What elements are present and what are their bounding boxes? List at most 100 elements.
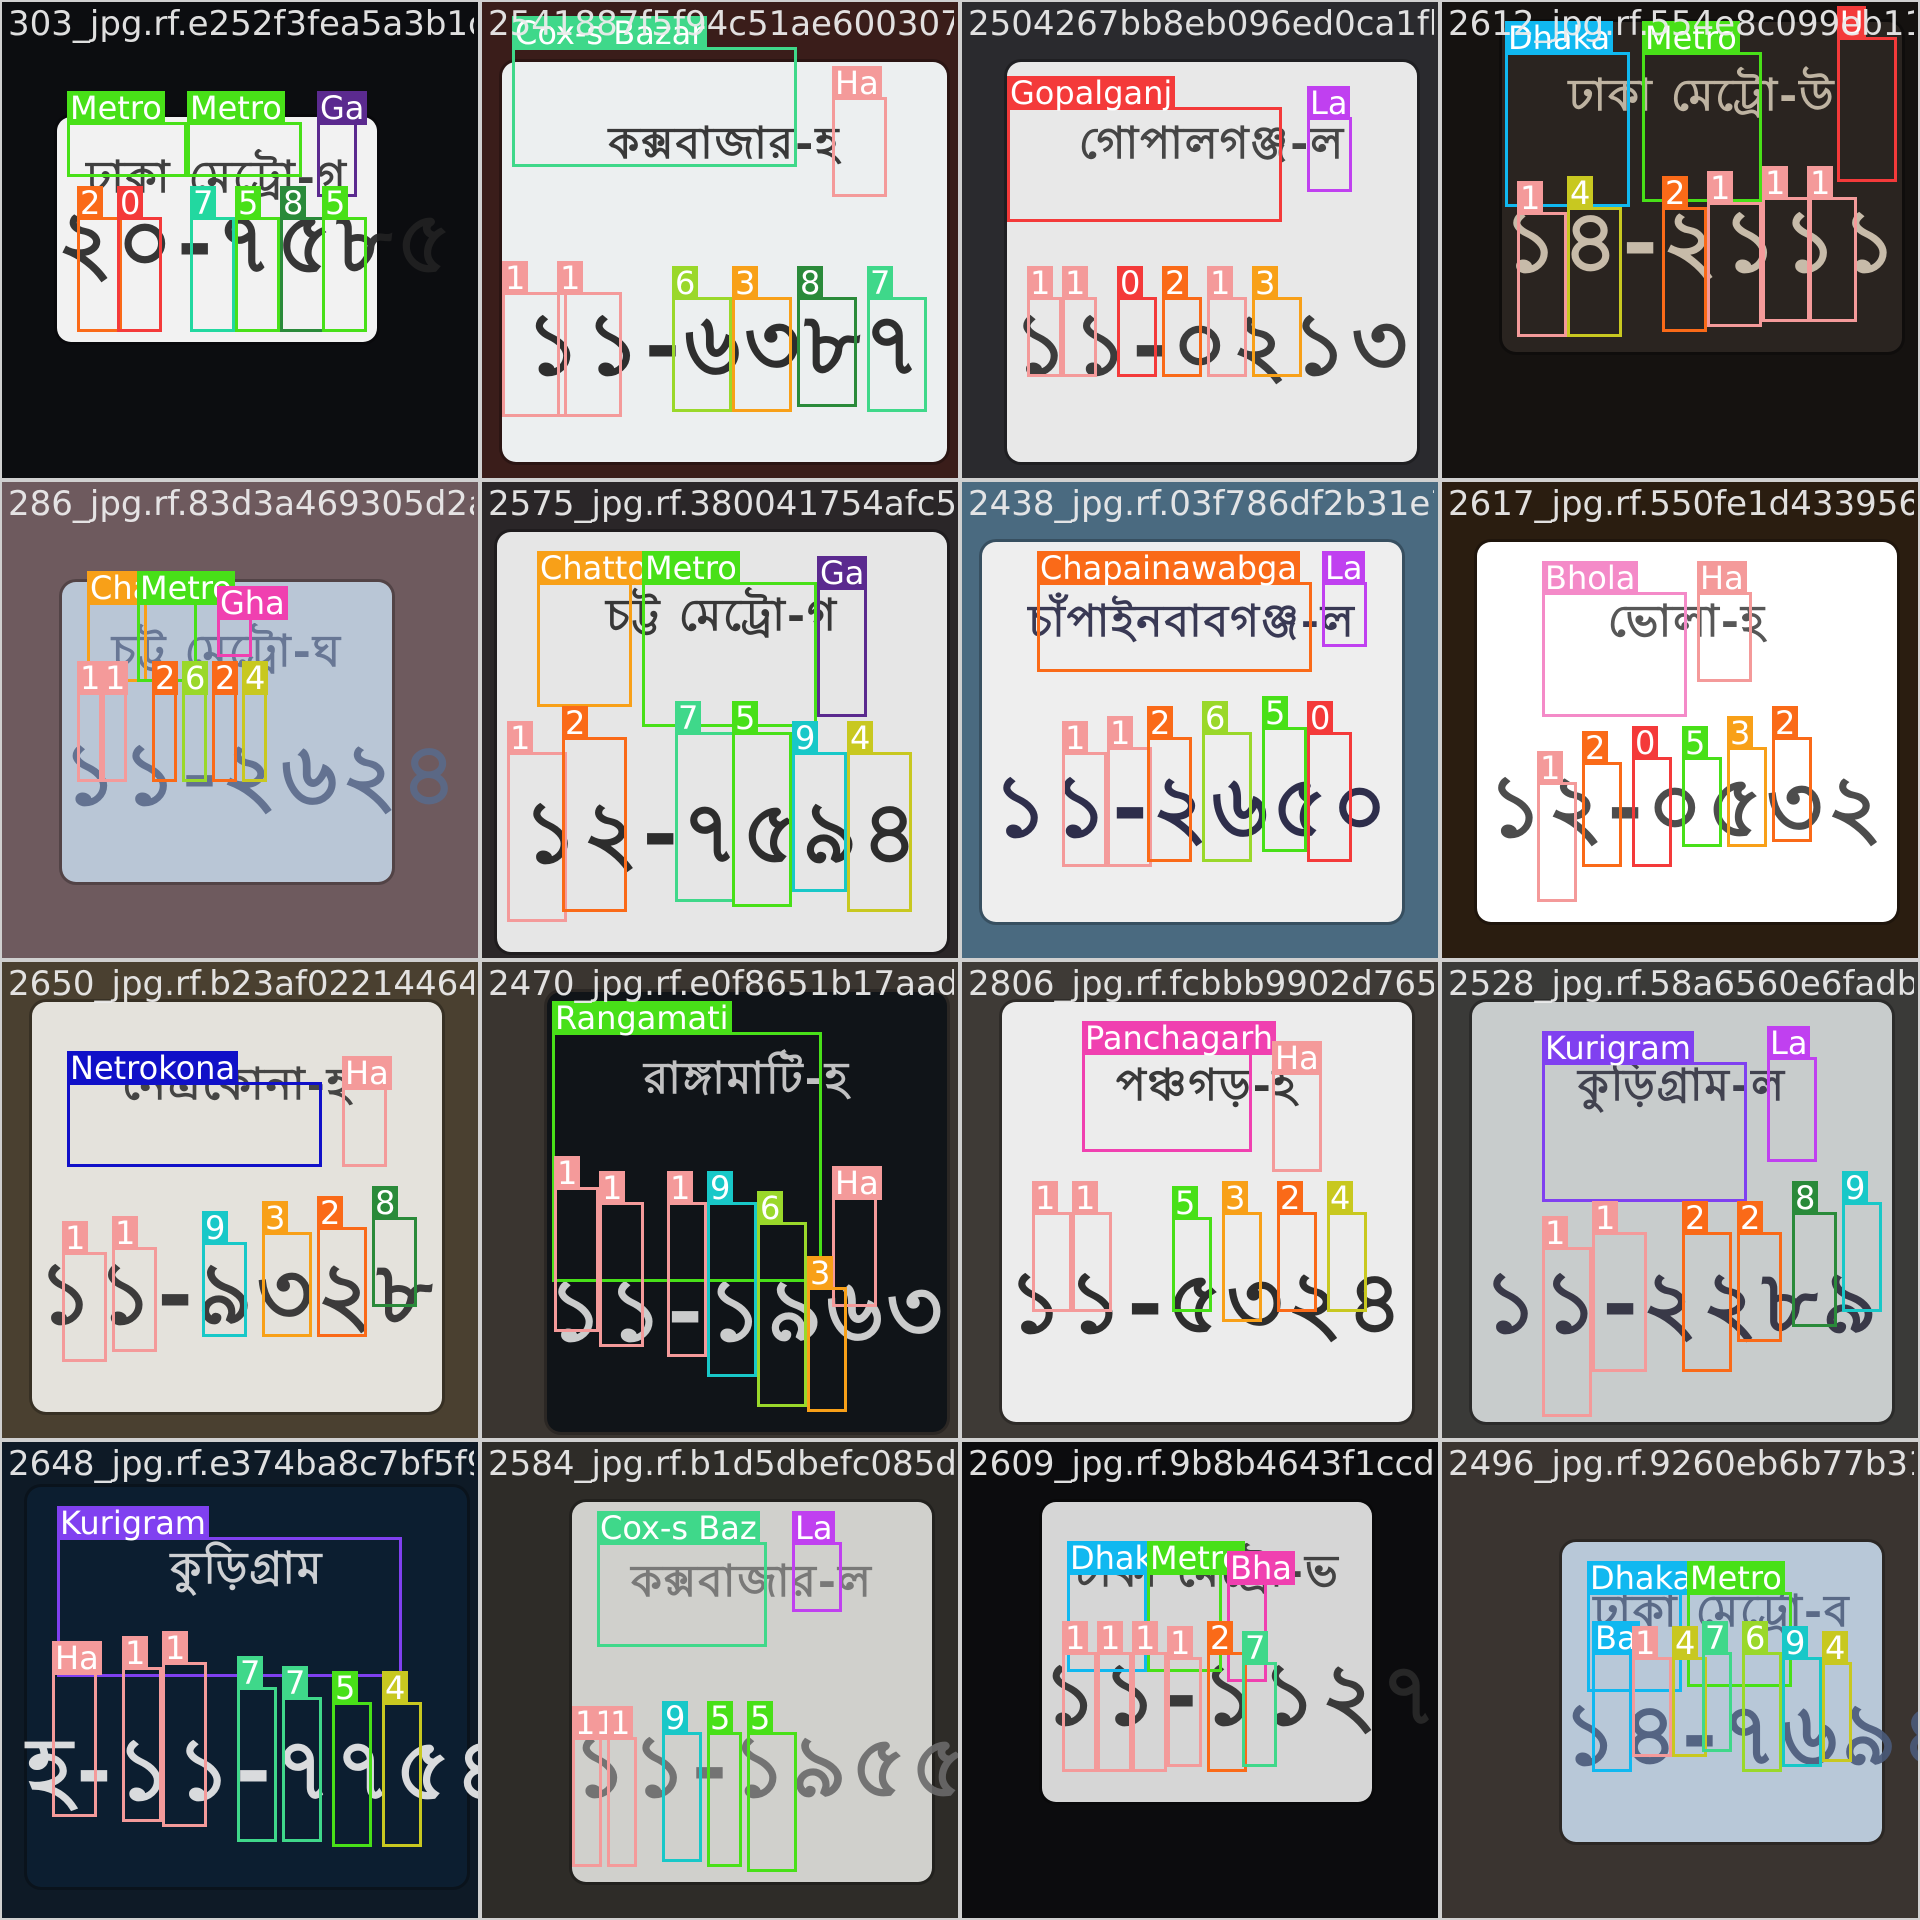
detection-box: 6 (672, 266, 732, 412)
detection-box: Chatto (537, 551, 650, 707)
detection-label: 6 (757, 1191, 784, 1225)
detection-label: U (1837, 6, 1867, 40)
detection-box: 5 (747, 1701, 797, 1872)
license-plate-image: রাঙ্গামাটি-হ ১১-১৯৬৩ (547, 992, 947, 1432)
detection-box: 1 (1062, 1621, 1097, 1772)
detection-box: 2 (562, 706, 627, 912)
detection-label: 4 (382, 1671, 409, 1705)
detection-label: La (1767, 1026, 1811, 1060)
detection-box: 11 (572, 1706, 619, 1867)
detection-box: 5 (322, 186, 367, 332)
detection-label: 8 (280, 186, 307, 220)
detection-label: 5 (235, 186, 262, 220)
detection-label: Ha (832, 66, 882, 100)
detection-label: 1 (507, 721, 534, 755)
detection-label: 9 (202, 1211, 229, 1245)
detection-label: 1 (554, 1156, 581, 1190)
plate-number-text: ১৪-৭৬৯৪ (1562, 1684, 1918, 1785)
detection-box: 1 (102, 661, 129, 782)
detection-box: 5 (1682, 726, 1722, 847)
detection-box: 1 (554, 1156, 599, 1332)
detection-box: 2 (1147, 706, 1192, 862)
detection-label: 2 (1772, 706, 1799, 740)
detection-box: 4 (847, 721, 912, 912)
detection-label: 0 (1307, 701, 1334, 735)
detection-box: 7 (1242, 1631, 1277, 1767)
detection-label: Bhola (1542, 561, 1639, 595)
detection-label: Ha (832, 1166, 882, 1200)
detection-box: 1 (1062, 721, 1107, 867)
detection-label: 1 (607, 1706, 634, 1740)
detection-box: 1 (1032, 1181, 1072, 1312)
detection-label: 1 (1207, 266, 1234, 300)
detection-box: Panchagarh (1082, 1021, 1277, 1152)
detection-box: 2 (1662, 176, 1707, 332)
detection-label: 5 (322, 186, 349, 220)
mosaic-tile: চাঁপাইনবাবগঞ্জ-ল ১১-২৬৫০ Chapainawabga La 1 1… (960, 480, 1440, 960)
detection-label: 4 (1672, 1626, 1699, 1660)
detection-box: 1 (1107, 716, 1152, 867)
detection-label: 4 (847, 721, 874, 755)
detection-label: Metro (187, 91, 285, 125)
detection-label: 1 (557, 261, 584, 295)
detection-label: Netrokona (67, 1051, 239, 1085)
detection-box: 4 (1822, 1631, 1852, 1762)
detection-box: 1 (62, 1221, 107, 1362)
detection-label: 7 (237, 1656, 264, 1690)
plate-number-text: হ-১১-৭৭৫৪ (27, 1719, 480, 1820)
detection-label: 1 (1707, 171, 1734, 205)
detection-label: Metro (1687, 1561, 1785, 1595)
detection-box: 2 (212, 661, 239, 782)
detection-label: 0 (117, 186, 144, 220)
detection-box: 1 (162, 1631, 207, 1827)
detection-label: 1 (62, 1221, 89, 1255)
detection-label: 2 (152, 661, 179, 695)
detection-box: 9 (1842, 1171, 1882, 1312)
detection-label: 1 (1762, 166, 1789, 200)
detection-label: 8 (372, 1186, 399, 1220)
detection-box: 1 (1537, 751, 1577, 902)
detection-label: Cox-s Baz (597, 1511, 760, 1545)
detection-box: 1 (112, 1216, 157, 1352)
detection-label: 9 (792, 721, 819, 755)
detection-label: 1 (1167, 1626, 1194, 1660)
detection-box: 1 (1097, 1621, 1132, 1772)
detection-label: 0 (1117, 266, 1144, 300)
detection-box: 0 (117, 186, 162, 332)
detection-box: 2 (317, 1196, 367, 1337)
license-plate-image: কক্সবাজার-ল ১১-১৯৫৫ (572, 1502, 958, 1882)
detection-label: 7 (1242, 1631, 1269, 1665)
detection-label: 2 (77, 186, 104, 220)
mosaic-tile: কুড়িগ্রাম হ-১১-৭৭৫৪ Kurigram Ha 1 1 7 7 5 4 2648_… (0, 1440, 480, 1920)
detection-box: 4 (1327, 1181, 1367, 1312)
detection-box: 1 (1542, 1216, 1592, 1417)
detection-box: 6 (182, 661, 209, 782)
plate-region-text: কক্সবাজার-ল (631, 1555, 873, 1607)
detection-box: Metro (1642, 21, 1762, 202)
detection-label: Dhaka (1587, 1561, 1696, 1595)
mosaic-tile: কক্সবাজার-হ ১১-৬৩৮৭ Cox-s Bazar Ha 1 1 6 3 8 7 254… (480, 0, 960, 480)
detection-box: Netrokona (67, 1051, 322, 1167)
detection-label: Metro (642, 551, 740, 585)
detection-box: 9 (792, 721, 847, 892)
detection-label: 7 (867, 266, 894, 300)
detection-box: 3 (1252, 266, 1302, 377)
detection-box: 5 (332, 1671, 372, 1847)
detection-label: 5 (732, 701, 759, 735)
detection-label: Gopalganj (1007, 76, 1176, 110)
detection-label: 1 (1097, 1621, 1124, 1655)
detection-label: Rangamati (552, 1001, 732, 1035)
detection-box: 1 (1167, 1626, 1202, 1767)
detection-box: 7 (190, 186, 235, 332)
plate-region-text: কক্সবাজার-হ (608, 118, 841, 169)
detection-box: Gopalganj (1007, 76, 1282, 222)
detection-label: 1 (1062, 1621, 1089, 1655)
detection-label: 1 (1062, 266, 1089, 300)
plate-region-text: চাঁপাইনবাবগঞ্জ-ল (1028, 595, 1356, 647)
detection-box: 4 (382, 1671, 422, 1847)
detection-box: 2 (1277, 1181, 1317, 1312)
detection-box: 7 (1702, 1621, 1732, 1752)
detection-box: La (1307, 86, 1352, 192)
detection-box: 2 (1162, 266, 1202, 377)
detection-box: 1 (1207, 266, 1247, 377)
